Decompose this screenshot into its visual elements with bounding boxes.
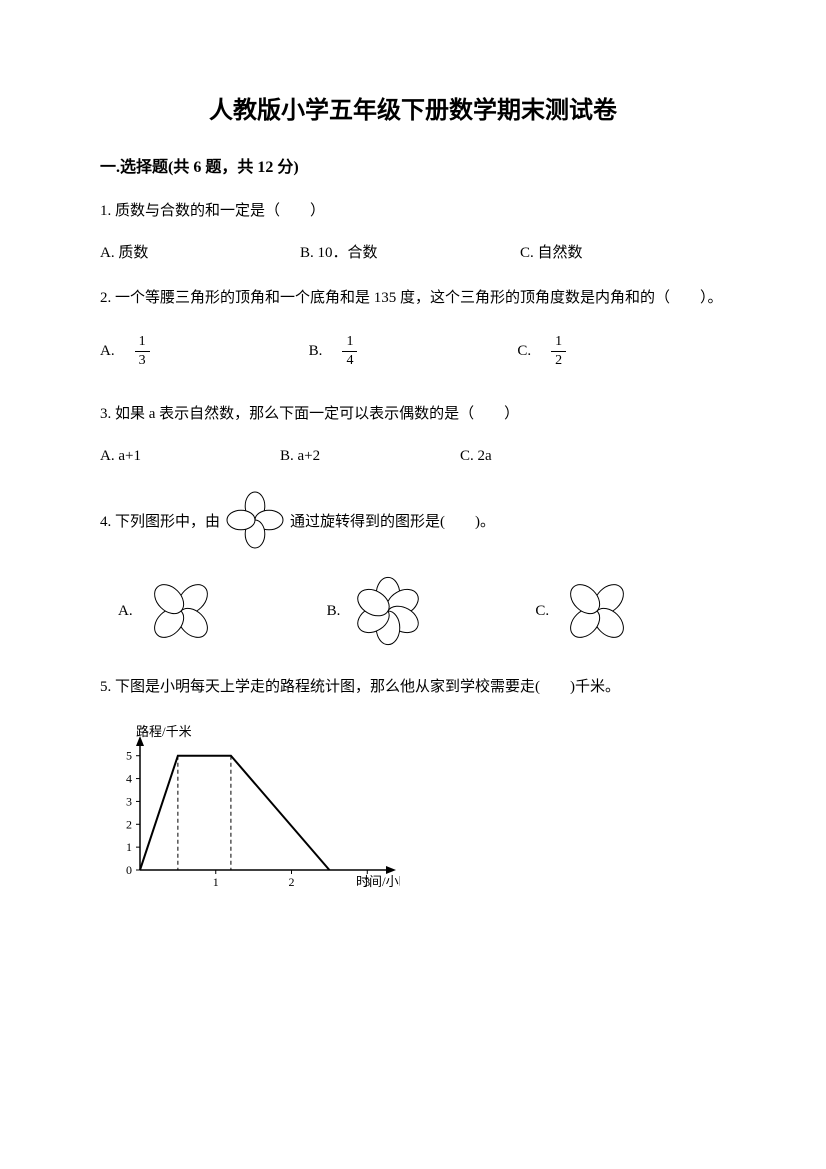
q3-option-a: A. a+1: [100, 441, 280, 471]
q4-c-label: C.: [535, 603, 549, 620]
q4-option-b: B.: [309, 569, 518, 653]
q2-option-c: C. 1 2: [517, 335, 726, 368]
q3-options: A. a+1 B. a+2 C. 2a: [100, 441, 726, 471]
q3-text: 3. 如果 a 表示自然数，那么下面一定可以表示偶数的是（ ）: [100, 398, 726, 431]
q5-text: 5. 下图是小明每天上学走的路程统计图，那么他从家到学校需要走( )千米。: [100, 671, 726, 704]
q2-b-label: B.: [309, 343, 323, 360]
q3-option-b: B. a+2: [280, 441, 460, 471]
q2-text: 2. 一个等腰三角形的顶角和一个底角和是 135 度，这个三角形的顶角度数是内角…: [100, 282, 726, 315]
page-title: 人教版小学五年级下册数学期末测试卷: [100, 90, 726, 125]
q2-a-den: 3: [135, 351, 150, 368]
q2-c-num: 1: [551, 335, 566, 351]
svg-text:5: 5: [126, 749, 132, 763]
q2-c-den: 2: [551, 351, 566, 368]
q1-option-c: C. 自然数: [520, 238, 700, 268]
svg-text:1: 1: [126, 840, 132, 854]
q1-option-b: B. 10．合数: [300, 238, 520, 268]
section-header: 一.选择题(共 6 题，共 12 分): [100, 153, 726, 177]
q1-options: A. 质数 B. 10．合数 C. 自然数: [100, 238, 726, 268]
q2-option-a: A. 1 3: [100, 335, 309, 368]
q2-c-label: C.: [517, 343, 531, 360]
q2-options: A. 1 3 B. 1 4 C. 1 2: [100, 335, 726, 368]
svg-text:1: 1: [213, 875, 219, 889]
svg-text:4: 4: [126, 772, 132, 786]
q2-a-label: A.: [100, 343, 115, 360]
svg-text:0: 0: [126, 863, 132, 877]
q4-a-label: A.: [118, 603, 133, 620]
svg-text:2: 2: [126, 817, 132, 831]
q2-b-den: 4: [342, 351, 357, 368]
q4-a-figure: [139, 569, 223, 653]
q2-c-fraction: 1 2: [551, 335, 566, 368]
q1-option-a: A. 质数: [100, 238, 300, 268]
q1-text: 1. 质数与合数的和一定是（ ）: [100, 195, 726, 228]
svg-text:2: 2: [289, 875, 295, 889]
svg-text:路程/千米: 路程/千米: [136, 724, 192, 739]
q4-ref-figure: [220, 485, 290, 555]
q2-a-fraction: 1 3: [135, 335, 150, 368]
q4-option-a: A.: [100, 569, 309, 653]
q2-b-num: 1: [342, 335, 357, 351]
svg-text:时间/小时: 时间/小时: [356, 874, 400, 889]
q4-options: A. B. C.: [100, 569, 726, 653]
q4-prefix: 4. 下列图形中，由: [100, 510, 220, 531]
q2-a-num: 1: [135, 335, 150, 351]
q4-suffix: 通过旋转得到的图形是( )。: [290, 510, 495, 531]
q2-b-fraction: 1 4: [342, 335, 357, 368]
svg-text:3: 3: [126, 794, 132, 808]
q4-text: 4. 下列图形中，由 通过旋转得到的图形是( )。: [100, 485, 726, 555]
q4-b-label: B.: [327, 603, 341, 620]
q4-option-c: C.: [517, 569, 726, 653]
distance-chart: 012345123路程/千米时间/小时: [100, 724, 726, 894]
q4-b-figure: [346, 569, 430, 653]
q4-c-figure: [555, 569, 639, 653]
q2-option-b: B. 1 4: [309, 335, 518, 368]
q3-option-c: C. 2a: [460, 441, 640, 471]
